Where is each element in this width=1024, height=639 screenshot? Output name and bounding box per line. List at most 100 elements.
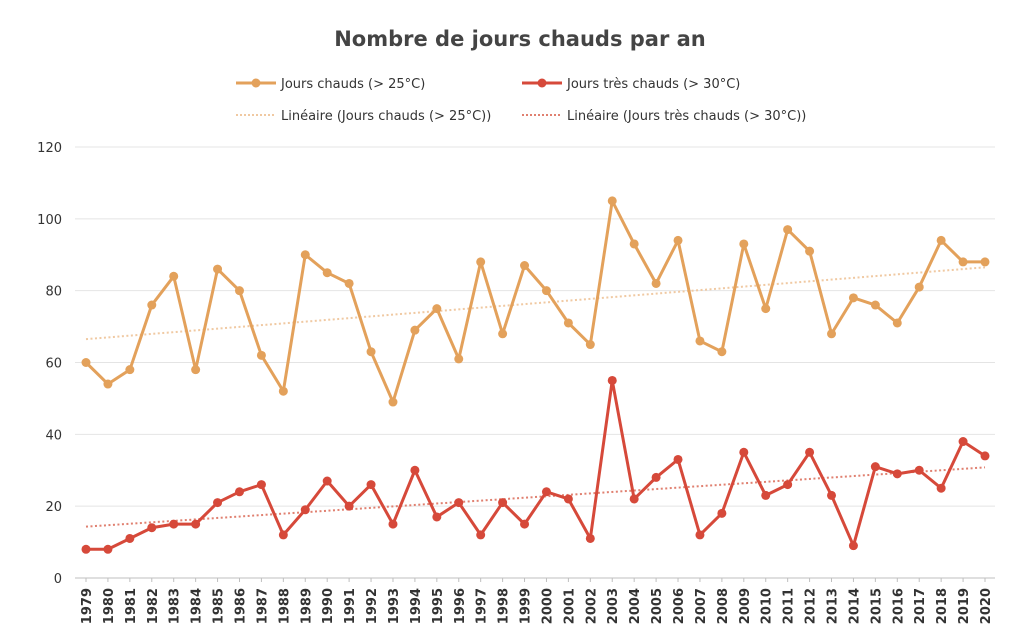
data-point bbox=[410, 465, 420, 475]
x-tick-label: 2005 bbox=[650, 588, 665, 624]
data-point bbox=[520, 519, 530, 529]
series-lines bbox=[81, 196, 990, 554]
data-point bbox=[936, 235, 946, 245]
x-tick-label: 2009 bbox=[738, 588, 753, 624]
data-point bbox=[300, 505, 310, 515]
x-tick-label: 2007 bbox=[694, 588, 709, 624]
data-point bbox=[125, 365, 135, 375]
data-point bbox=[717, 508, 727, 518]
data-point bbox=[629, 239, 639, 249]
x-tick-label: 1994 bbox=[409, 588, 424, 624]
x-tick-label: 2011 bbox=[782, 588, 797, 624]
x-tick-label: 1985 bbox=[212, 588, 227, 624]
data-point bbox=[827, 490, 837, 500]
data-point bbox=[498, 329, 508, 339]
x-tick-label: 2004 bbox=[628, 588, 643, 624]
x-tick-label: 1982 bbox=[146, 588, 161, 624]
y-tick-label: 20 bbox=[45, 500, 62, 515]
x-tick-label: 2014 bbox=[847, 588, 862, 624]
series-line bbox=[84, 199, 985, 404]
data-point bbox=[695, 530, 705, 540]
x-tick-label: 1986 bbox=[233, 588, 248, 624]
legend-marker-jours-tres-chauds bbox=[537, 78, 547, 88]
series-jours-chauds-25-c bbox=[81, 196, 990, 407]
y-tick-label: 100 bbox=[37, 213, 62, 228]
data-point bbox=[213, 498, 223, 508]
data-point bbox=[278, 530, 288, 540]
data-point bbox=[805, 246, 815, 256]
data-point bbox=[432, 304, 442, 314]
legend-label-jours-chauds: Jours chauds (> 25°C) bbox=[280, 77, 425, 92]
data-point bbox=[980, 451, 990, 461]
y-tick-label: 60 bbox=[45, 357, 62, 372]
gridlines bbox=[75, 146, 995, 579]
x-tick-label: 1997 bbox=[475, 588, 490, 624]
data-point bbox=[673, 454, 683, 464]
y-axis-ticks: 0 20 40 60 80 100 120 bbox=[37, 141, 62, 587]
data-point bbox=[213, 264, 223, 274]
data-point bbox=[278, 386, 288, 396]
data-point bbox=[410, 325, 420, 335]
data-point bbox=[169, 519, 179, 529]
data-point bbox=[761, 490, 771, 500]
legend-label-lineaire-jours-tres-chauds: Linéaire (Jours très chauds (> 30°C)) bbox=[567, 109, 806, 124]
x-tick-label: 1990 bbox=[321, 588, 336, 624]
data-point bbox=[563, 318, 573, 328]
data-point bbox=[783, 225, 793, 235]
data-point bbox=[607, 375, 617, 385]
data-point bbox=[936, 483, 946, 493]
data-point bbox=[541, 286, 551, 296]
data-point bbox=[761, 304, 771, 314]
x-tick-label: 2010 bbox=[760, 588, 775, 624]
data-point bbox=[454, 354, 464, 364]
data-point bbox=[498, 498, 508, 508]
data-point bbox=[256, 350, 266, 360]
data-point bbox=[563, 494, 573, 504]
data-point bbox=[234, 487, 244, 497]
data-point bbox=[651, 472, 661, 482]
data-point bbox=[344, 501, 354, 511]
data-point bbox=[848, 541, 858, 551]
chart-title: Nombre de jours chauds par an bbox=[334, 27, 706, 51]
x-tick-label: 1980 bbox=[102, 588, 117, 624]
legend-item-jours-tres-chauds: Jours très chauds (> 30°C) bbox=[522, 77, 740, 92]
x-tick-label: 2002 bbox=[584, 588, 599, 624]
data-point bbox=[585, 340, 595, 350]
data-point bbox=[344, 278, 354, 288]
data-point bbox=[805, 447, 815, 457]
series-line bbox=[86, 378, 986, 551]
data-point bbox=[191, 365, 201, 375]
legend: Jours chauds (> 25°C) Jours très chauds … bbox=[236, 77, 806, 124]
data-point bbox=[520, 261, 530, 271]
x-tick-label: 1989 bbox=[299, 588, 314, 624]
x-tick-label: 2008 bbox=[716, 588, 731, 624]
data-point bbox=[81, 358, 91, 367]
data-point bbox=[651, 278, 661, 288]
data-point bbox=[191, 519, 201, 529]
x-tick-label: 1984 bbox=[190, 588, 205, 624]
legend-item-lineaire-jours-chauds: Linéaire (Jours chauds (> 25°C)) bbox=[236, 109, 491, 124]
x-tick-label: 2016 bbox=[891, 588, 906, 624]
x-tick-label: 1991 bbox=[343, 588, 358, 624]
data-point bbox=[870, 462, 880, 472]
x-tick-label: 1995 bbox=[431, 588, 446, 624]
data-point bbox=[322, 268, 332, 278]
x-tick-label: 1979 bbox=[80, 588, 95, 624]
data-point bbox=[914, 282, 924, 292]
data-point bbox=[717, 347, 727, 357]
x-tick-label: 1987 bbox=[255, 588, 270, 624]
series-jours-tres-chauds-30-c bbox=[81, 375, 990, 554]
data-point bbox=[169, 271, 179, 281]
data-point bbox=[870, 300, 880, 310]
data-point bbox=[476, 530, 486, 540]
data-point bbox=[388, 397, 398, 407]
x-tick-label: 2018 bbox=[935, 588, 950, 624]
x-tick-label: 2017 bbox=[913, 588, 928, 624]
y-tick-label: 80 bbox=[45, 285, 62, 300]
data-point bbox=[103, 544, 113, 554]
data-point bbox=[300, 250, 310, 260]
trendlines bbox=[85, 266, 986, 528]
data-point bbox=[980, 257, 990, 267]
legend-marker-jours-chauds bbox=[251, 78, 261, 88]
